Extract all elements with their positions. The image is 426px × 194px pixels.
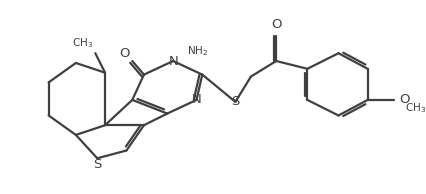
Text: O: O [398, 94, 409, 107]
Text: N: N [191, 94, 201, 107]
Text: N: N [168, 55, 178, 68]
Text: NH$_2$: NH$_2$ [186, 44, 207, 58]
Text: S: S [93, 158, 101, 171]
Text: S: S [230, 95, 239, 108]
Text: O: O [119, 47, 130, 60]
Text: CH$_3$: CH$_3$ [404, 101, 425, 115]
Text: CH$_3$: CH$_3$ [72, 36, 93, 50]
Text: O: O [271, 17, 281, 30]
